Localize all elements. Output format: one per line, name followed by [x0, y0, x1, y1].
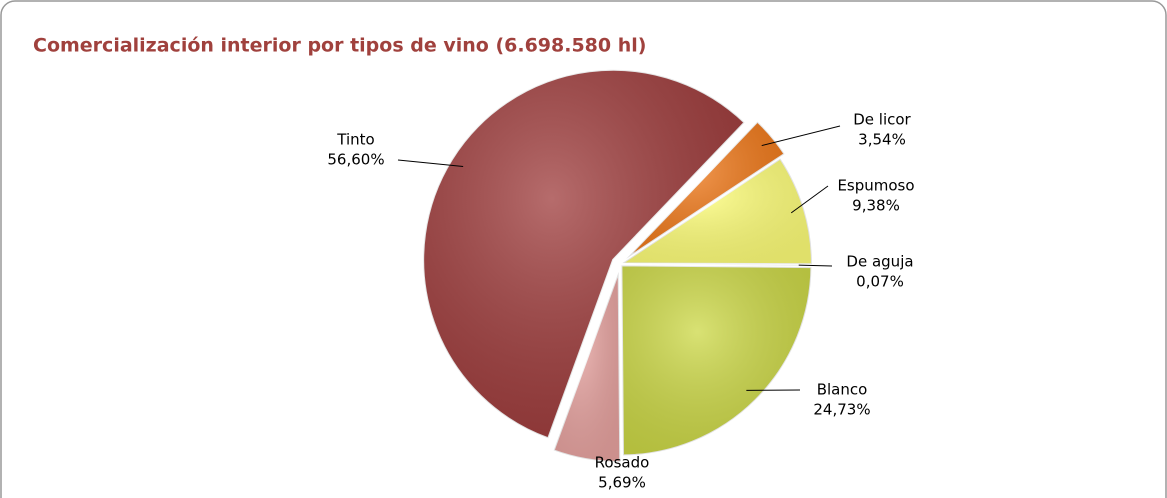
slice-value-label: 0,07%	[856, 273, 904, 291]
leader-line	[397, 159, 464, 167]
slice-label: Tinto	[336, 131, 374, 149]
leader-line	[790, 185, 829, 214]
slice-shade	[621, 265, 812, 456]
slice-label: De licor	[853, 111, 911, 129]
slice-label: Rosado	[595, 454, 650, 472]
leader-line	[761, 125, 841, 147]
slice-label: De aguja	[846, 253, 913, 271]
slice-label: Espumoso	[837, 177, 914, 195]
slice-value-label: 3,54%	[858, 131, 906, 149]
slice-shade	[626, 121, 785, 259]
slice-value-label: 9,38%	[852, 197, 900, 215]
slice-shade	[423, 69, 745, 439]
leader-line	[798, 264, 833, 267]
slice-label: Blanco	[817, 381, 868, 399]
slice-shade	[621, 158, 812, 265]
slice-shade	[621, 264, 812, 266]
slice-value-label: 5,69%	[598, 474, 646, 492]
slice-value-label: 56,60%	[327, 151, 384, 169]
chart-title: Comercialización interior por tipos de v…	[33, 35, 646, 57]
slice-shade	[553, 271, 621, 462]
slice-value-label: 24,73%	[813, 401, 870, 419]
